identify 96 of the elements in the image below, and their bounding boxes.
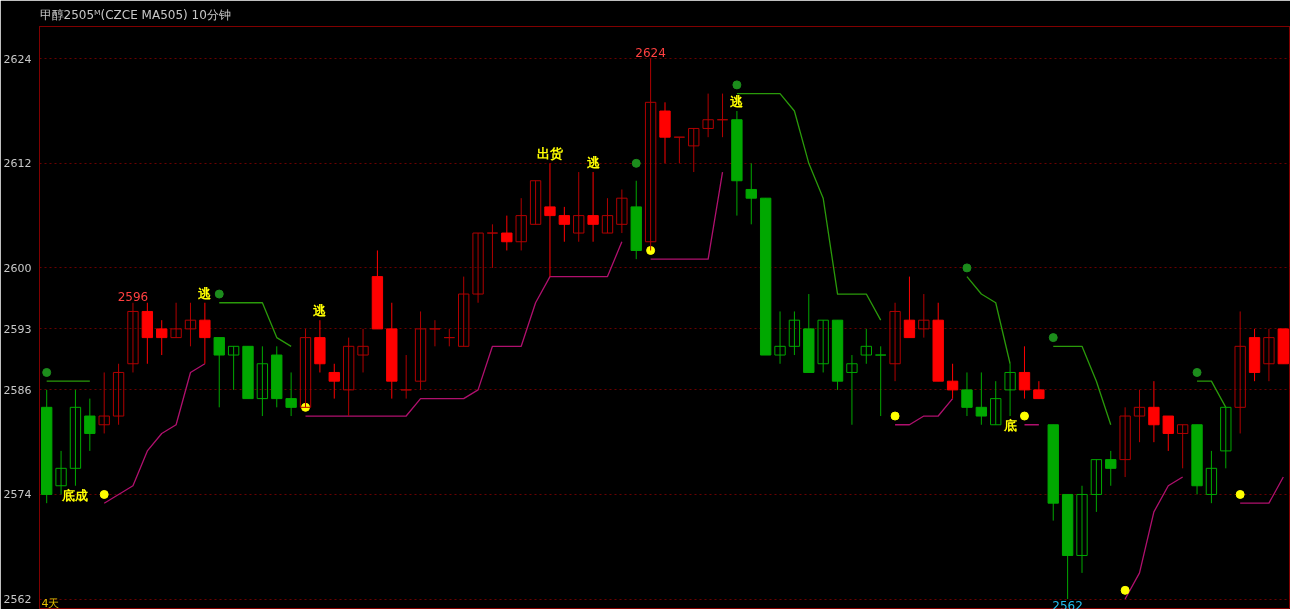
annotation: 4天 bbox=[41, 596, 60, 609]
candlestick bbox=[342, 337, 355, 417]
candlestick bbox=[946, 363, 959, 400]
point bbox=[1048, 333, 1058, 343]
candlestick bbox=[69, 389, 82, 487]
candlestick bbox=[400, 354, 412, 400]
candlestick bbox=[1148, 380, 1160, 443]
candlestick bbox=[558, 206, 571, 243]
point bbox=[631, 158, 641, 168]
candlestick bbox=[328, 363, 340, 400]
text: 出货 bbox=[536, 146, 563, 162]
candlestick bbox=[156, 319, 168, 356]
point bbox=[1019, 411, 1029, 421]
candlestick bbox=[673, 136, 686, 164]
candlestick bbox=[213, 337, 225, 408]
candlestick bbox=[774, 310, 786, 365]
text: 逃 bbox=[730, 94, 744, 110]
text: 逃 bbox=[313, 303, 327, 319]
candlestick bbox=[486, 223, 499, 269]
candlestick bbox=[112, 363, 125, 426]
candlestick bbox=[515, 197, 527, 251]
candlestick bbox=[1090, 459, 1103, 513]
candlestick bbox=[688, 127, 700, 173]
y-tick-label: 2574 bbox=[3, 488, 32, 502]
point bbox=[1235, 489, 1245, 499]
candlestick bbox=[256, 345, 269, 417]
candlestick bbox=[846, 354, 858, 426]
candlestick bbox=[429, 319, 441, 347]
y-tick-label: 2586 bbox=[3, 383, 32, 397]
candlestick bbox=[472, 232, 484, 304]
y-tick-label: 2624 bbox=[3, 52, 32, 66]
y-tick-label: 2612 bbox=[3, 157, 32, 171]
point bbox=[1192, 367, 1202, 377]
candlestick bbox=[903, 276, 916, 339]
candlestick bbox=[1205, 450, 1218, 504]
candlestick bbox=[1263, 328, 1275, 382]
point bbox=[646, 245, 656, 255]
candlestick bbox=[817, 319, 829, 373]
candlestick bbox=[573, 171, 585, 243]
point bbox=[962, 263, 972, 273]
candlestick bbox=[285, 371, 297, 417]
candlestick bbox=[98, 371, 110, 434]
candlestick bbox=[1133, 389, 1146, 443]
candlestick bbox=[84, 398, 96, 452]
candlestick bbox=[1105, 450, 1117, 487]
candlestick bbox=[990, 380, 1002, 426]
candlestick bbox=[458, 276, 470, 347]
candlestick bbox=[1004, 363, 1016, 417]
candlestick bbox=[875, 345, 887, 417]
candlestick bbox=[1176, 424, 1189, 469]
candlestick bbox=[544, 162, 556, 278]
point bbox=[1120, 585, 1130, 595]
chart-title: 甲醇2505ᴹ(CZCE MA505) 10分钟 bbox=[39, 7, 231, 22]
candlestick bbox=[716, 93, 729, 138]
candlestick bbox=[1018, 345, 1031, 400]
text: 底成 bbox=[62, 487, 89, 503]
candlestick bbox=[1234, 310, 1246, 434]
candlestick bbox=[889, 302, 901, 382]
candlestick bbox=[860, 328, 872, 365]
y-tick-label: 2593 bbox=[3, 322, 32, 336]
candlestick bbox=[1220, 406, 1232, 469]
candlestick bbox=[745, 162, 757, 225]
text: 2596 bbox=[117, 289, 149, 304]
candlestick bbox=[184, 302, 197, 347]
point bbox=[42, 367, 52, 377]
candlestick bbox=[199, 302, 211, 365]
candlestick bbox=[1119, 406, 1131, 478]
text: 逃 bbox=[586, 155, 600, 171]
point bbox=[214, 289, 224, 299]
candlestick bbox=[1162, 415, 1174, 452]
point bbox=[99, 489, 109, 499]
text: 逃 bbox=[198, 285, 212, 301]
candlestick bbox=[127, 302, 139, 373]
y-tick-label: 2600 bbox=[3, 261, 32, 275]
candlestick bbox=[501, 215, 513, 251]
candlestick bbox=[702, 93, 714, 138]
candlestick bbox=[443, 328, 455, 347]
text: 底 bbox=[1003, 418, 1017, 434]
candlestick bbox=[170, 302, 182, 339]
candlestick bbox=[357, 328, 369, 373]
y-tick-label: 2562 bbox=[3, 593, 32, 607]
text: 2624 bbox=[635, 45, 666, 60]
candlestick bbox=[788, 310, 801, 356]
candlestick bbox=[918, 293, 930, 339]
candlestick bbox=[1033, 380, 1045, 400]
candlestick bbox=[975, 371, 988, 426]
candlestick bbox=[616, 188, 628, 234]
candlestick bbox=[961, 371, 973, 417]
candlestick bbox=[414, 310, 427, 391]
candlestick bbox=[1076, 485, 1088, 574]
candlestick bbox=[587, 171, 599, 243]
candlestick bbox=[529, 180, 542, 225]
point bbox=[732, 80, 742, 90]
candlestick bbox=[601, 197, 614, 234]
candlestick bbox=[227, 345, 240, 391]
point bbox=[890, 411, 900, 421]
